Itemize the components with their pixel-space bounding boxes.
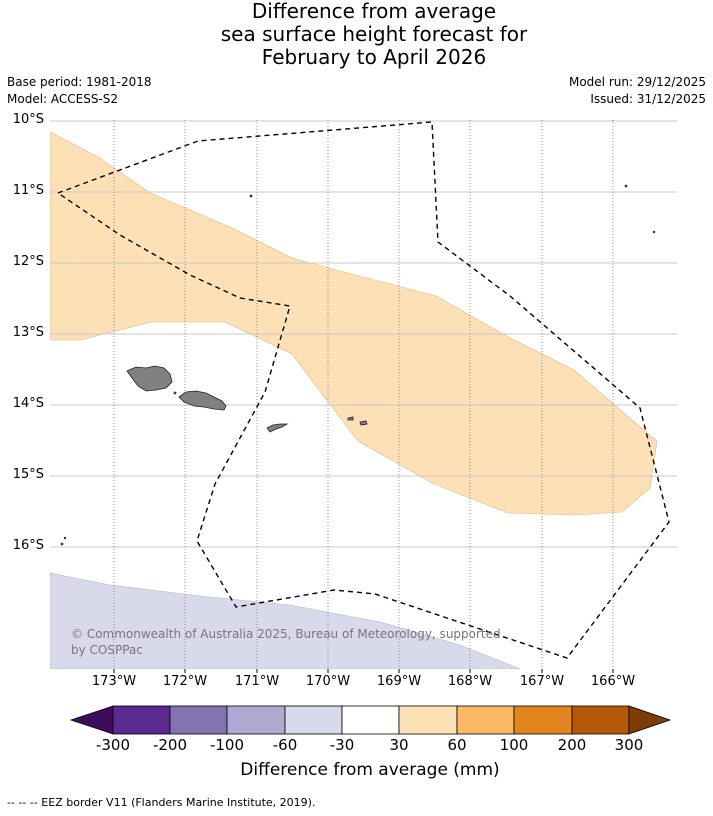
lon-gridlines <box>113 120 614 669</box>
lon-label-172w: 172°W <box>162 674 208 689</box>
model-name: Model: ACCESS-S2 <box>7 92 119 106</box>
lon-label-173w: 173°W <box>91 674 137 689</box>
upolu-island <box>178 390 227 411</box>
colorbar-bin-8 <box>513 705 573 735</box>
colorbar-bin-3 <box>226 705 286 735</box>
colorbar-label-30: 30 <box>389 736 409 754</box>
lon-label-169w: 169°W <box>376 674 422 689</box>
islet-3 <box>624 184 628 188</box>
colorbar-label-m60: -60 <box>272 736 298 754</box>
issued-date: Issued: 31/12/2025 <box>590 92 706 106</box>
colorbar-label-200: 200 <box>557 736 587 754</box>
lat-label-14s: 14°S <box>12 396 44 411</box>
colorbar-extend-high <box>628 705 672 735</box>
eez-footnote: -- -- -- EEZ border V11 (Flanders Marine… <box>7 796 316 809</box>
lat-label-15s: 15°S <box>12 467 44 482</box>
lat-label-10s: 10°S <box>12 112 44 127</box>
colorbar <box>69 705 672 735</box>
colorbar-label-60: 60 <box>447 736 467 754</box>
ofu-island <box>347 416 354 421</box>
colorbar-label-m200: -200 <box>152 736 188 754</box>
lon-label-170w: 170°W <box>305 674 351 689</box>
meta-right: Model run: 29/12/2025 Issued: 31/12/2025 <box>569 74 706 108</box>
colorbar-bin-9 <box>571 705 630 735</box>
islet-1 <box>249 194 253 198</box>
islet-6 <box>63 536 67 540</box>
lon-label-168w: 168°W <box>447 674 493 689</box>
colorbar-label-m30: -30 <box>329 736 355 754</box>
lon-label-167w: 167°W <box>519 674 565 689</box>
colorbar-extend-low <box>69 705 114 735</box>
map-title: Difference from average sea surface heig… <box>0 0 713 69</box>
lat-label-11s: 11°S <box>12 183 44 198</box>
copyright-line-1: © Commonwealth of Australia 2025, Bureau… <box>71 627 501 641</box>
tutuila-island <box>266 423 289 433</box>
eez-borders <box>57 121 670 659</box>
islet-4 <box>652 230 656 234</box>
tau-island <box>359 420 368 426</box>
eez-border-north <box>57 121 670 659</box>
colorbar-label-100: 100 <box>499 736 529 754</box>
colorbar-bin-6 <box>398 705 458 735</box>
islet-5 <box>60 542 64 546</box>
colorbar-label-300: 300 <box>614 736 644 754</box>
colorbar-bin-1 <box>112 705 171 735</box>
colorbar-bin-4 <box>284 705 343 735</box>
copyright-notice: © Commonwealth of Australia 2025, Bureau… <box>71 626 501 658</box>
lat-label-12s: 12°S <box>12 254 44 269</box>
colorbar-label-m300: -300 <box>95 736 131 754</box>
lon-label-171w: 171°W <box>234 674 280 689</box>
copyright-line-2: by COSPPac <box>71 643 143 657</box>
title-line-1: Difference from average <box>251 0 497 23</box>
map-area <box>50 120 677 669</box>
colorbar-label-m100: -100 <box>209 736 245 754</box>
axis-ticks <box>113 669 614 673</box>
colorbar-title: Difference from average (mm) <box>240 760 500 780</box>
colorbar-bin-2 <box>169 705 228 735</box>
colorbar-bin-7 <box>456 705 515 735</box>
model-run: Model run: 29/12/2025 <box>568 75 706 89</box>
positive-anomaly-band <box>50 131 658 516</box>
title-line-3: February to April 2026 <box>261 45 487 69</box>
title-line-2: sea surface height forecast for <box>220 22 528 46</box>
savaii-island <box>126 365 173 392</box>
colorbar-bin-5 <box>341 705 400 735</box>
lat-label-13s: 13°S <box>12 325 44 340</box>
lat-gridlines <box>50 120 677 548</box>
base-period: Base period: 1981-2018 <box>7 75 152 89</box>
meta-left: Base period: 1981-2018 Model: ACCESS-S2 <box>7 74 152 108</box>
lat-label-16s: 16°S <box>12 538 44 553</box>
lon-label-166w: 166°W <box>590 674 636 689</box>
islet-2 <box>173 391 177 395</box>
land <box>60 184 656 546</box>
negative-anomaly-south <box>50 572 521 669</box>
